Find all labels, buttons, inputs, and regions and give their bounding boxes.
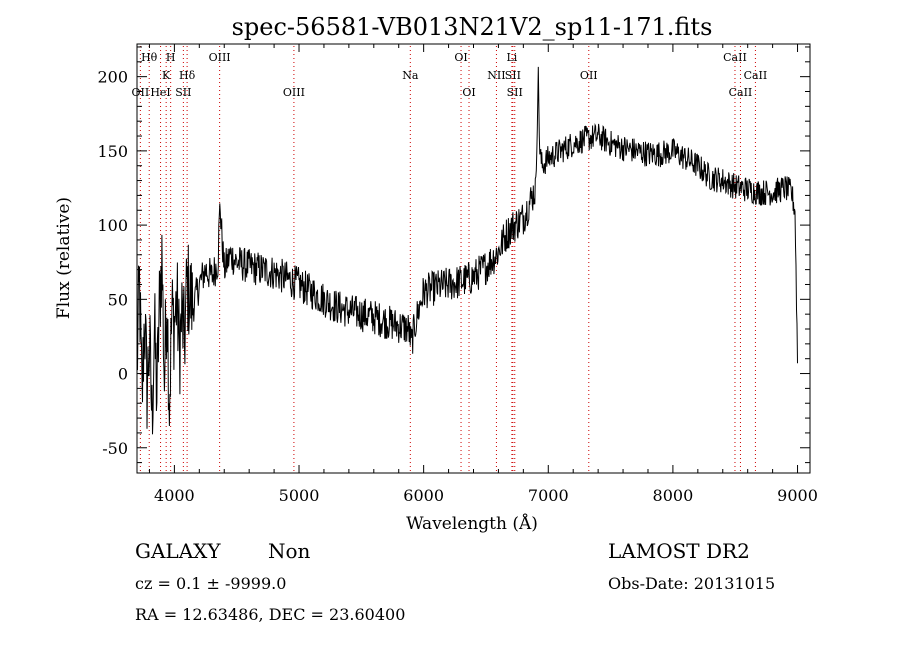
y-tick-label: -50 [102, 439, 128, 458]
spectral-line-label: NII [487, 69, 505, 82]
x-tick-label: 7000 [528, 486, 569, 505]
spectral-line-label: OI [462, 86, 475, 99]
x-tick-label: 6000 [403, 486, 444, 505]
y-tick-label: 0 [118, 365, 128, 384]
survey-name: LAMOST DR2 [608, 539, 750, 563]
x-tick-label: 4000 [154, 486, 195, 505]
spectral-line-label: OIII [209, 51, 231, 64]
y-axis-label: Flux (relative) [54, 197, 74, 319]
spectral-line-label: Na [402, 69, 419, 82]
object-subclass: Non [268, 539, 311, 563]
spectral-line-label: OI [454, 51, 467, 64]
y-axis-ticks: -50 0 50 100 150 200 [97, 46, 810, 464]
y-tick-label: 100 [97, 216, 128, 235]
x-tick-label: 8000 [653, 486, 694, 505]
x-axis-ticks: 4000 5000 6000 7000 8000 9000 [148, 44, 818, 505]
spectral-line-label: OII [580, 69, 598, 82]
coordinates: RA = 12.63486, DEC = 23.60400 [135, 605, 405, 624]
spectral-line-label: OII [132, 86, 150, 99]
x-tick-label: 9000 [777, 486, 818, 505]
redshift-cz: cz = 0.1 ± -9999.0 [135, 574, 286, 593]
spectral-line-label: Hθ [141, 51, 158, 64]
x-axis-label: Wavelength (Å) [406, 513, 538, 534]
chart-title: spec-56581-VB013N21V2_sp11-171.fits [232, 13, 713, 41]
spectral-line-label: SII [505, 69, 521, 82]
spectral-line-label: OIII [283, 86, 305, 99]
spectral-line-label: SII [507, 86, 523, 99]
y-tick-label: 50 [108, 290, 128, 309]
plot-frame [136, 43, 811, 474]
spectrum-line [136, 66, 798, 435]
spectral-line-label: SII [175, 86, 191, 99]
spectral-line-label: H [166, 51, 176, 64]
spectral-line-label: CaII [744, 69, 768, 82]
y-tick-label: 150 [97, 142, 128, 161]
spectral-line-label: Li [506, 51, 517, 64]
spectral-line-label: K [162, 69, 171, 82]
spectral-line-label: HeI [150, 86, 170, 99]
object-class: GALAXY [135, 539, 221, 563]
spectral-line-label: CaII [729, 86, 753, 99]
y-tick-label: 200 [97, 68, 128, 87]
spectral-line-label: CaII [723, 51, 747, 64]
spectrum-curve-layer [136, 66, 798, 435]
x-tick-label: 5000 [279, 486, 320, 505]
spectral-line-label: Hδ [179, 69, 196, 82]
observation-date: Obs-Date: 20131015 [608, 574, 775, 593]
